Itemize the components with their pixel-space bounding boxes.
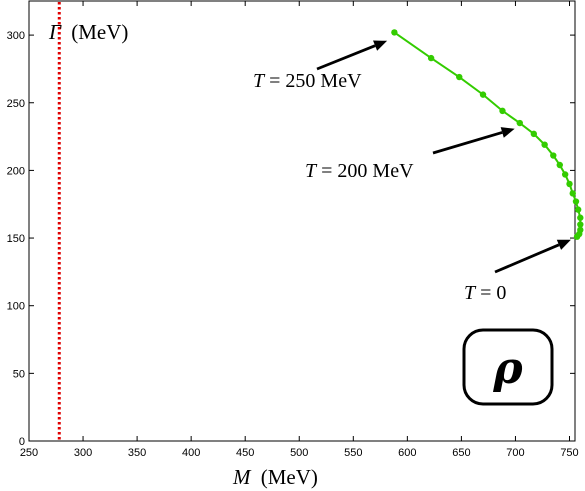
- annotation-arrow-shaft: [494, 243, 560, 274]
- annotation-arrow-head: [500, 127, 515, 138]
- x-axis-label: M (MeV): [232, 465, 318, 489]
- data-point: [561, 171, 569, 178]
- data-point: [569, 190, 576, 197]
- x-tick-label: 250: [20, 447, 38, 459]
- annotation-label: T = 200 MeV: [305, 160, 414, 182]
- data-point: [572, 198, 580, 205]
- annotation-var: T: [253, 70, 266, 92]
- annotation-var: T: [464, 282, 477, 304]
- data-point: [427, 54, 435, 62]
- annotation-arrow-shaft: [316, 44, 376, 71]
- annotation: T = 0: [464, 239, 571, 304]
- y-tick-label: 200: [7, 165, 25, 177]
- y-tick-label: 50: [13, 368, 25, 380]
- x-tick-label: 450: [236, 447, 254, 459]
- data-point: [479, 91, 487, 98]
- data-point: [456, 73, 463, 81]
- y-axis-label-var: Γ: [48, 20, 62, 44]
- y-tick-label: 300: [7, 30, 25, 42]
- annotation: T = 200 MeV: [305, 127, 515, 182]
- x-tick-label: 500: [290, 447, 308, 459]
- data-point: [566, 180, 573, 188]
- data-point: [577, 221, 584, 228]
- annotation-var: T: [305, 160, 318, 182]
- data-point: [541, 141, 548, 148]
- x-axis-label-var: M: [232, 465, 252, 489]
- x-tick-label: 300: [74, 447, 92, 459]
- x-tick-label: 400: [182, 447, 200, 459]
- annotation-label: T = 250 MeV: [253, 70, 362, 92]
- data-point: [499, 107, 506, 115]
- x-tick-label: 650: [452, 447, 470, 459]
- annotation-arrow-head: [373, 40, 388, 51]
- data-point: [556, 161, 563, 169]
- annotation: T = 250 MeV: [253, 40, 388, 92]
- y-tick-label: 250: [7, 98, 25, 110]
- y-axis-label: Γ (MeV): [48, 20, 128, 44]
- rho-symbol: ρ: [492, 343, 523, 394]
- y-tick-label: 100: [7, 301, 25, 313]
- data-point: [577, 226, 584, 234]
- x-tick-label: 700: [506, 447, 524, 459]
- series-layer: [391, 29, 584, 240]
- y-tick-label: 0: [19, 436, 25, 448]
- x-tick-label: 600: [398, 447, 416, 459]
- data-point: [574, 206, 582, 213]
- data-point: [550, 152, 557, 159]
- data-point: [391, 29, 398, 36]
- y-axis-label-unit: (MeV): [71, 20, 128, 44]
- x-tick-label: 350: [128, 447, 146, 459]
- data-point: [516, 119, 523, 127]
- annotation-rest: = 250 MeV: [264, 70, 362, 92]
- annotation-label: T = 0: [464, 282, 506, 304]
- rho-badge: ρ: [462, 328, 554, 406]
- annotation-arrow-head: [556, 239, 571, 250]
- x-tick-label: 750: [560, 447, 578, 459]
- y-tick-label: 150: [7, 233, 25, 245]
- annotation-arrow-shaft: [432, 131, 503, 155]
- axis-ticks: 250 300 350 400 450 500 550 600 650 700 750 0 50 100 1…: [7, 1, 579, 459]
- annotation-rest: = 200 MeV: [316, 160, 414, 182]
- data-point: [577, 214, 584, 221]
- data-point: [530, 130, 538, 138]
- x-axis-label-unit: (MeV): [261, 465, 318, 489]
- annotation-rest: = 0: [475, 282, 506, 304]
- x-tick-label: 550: [344, 447, 362, 459]
